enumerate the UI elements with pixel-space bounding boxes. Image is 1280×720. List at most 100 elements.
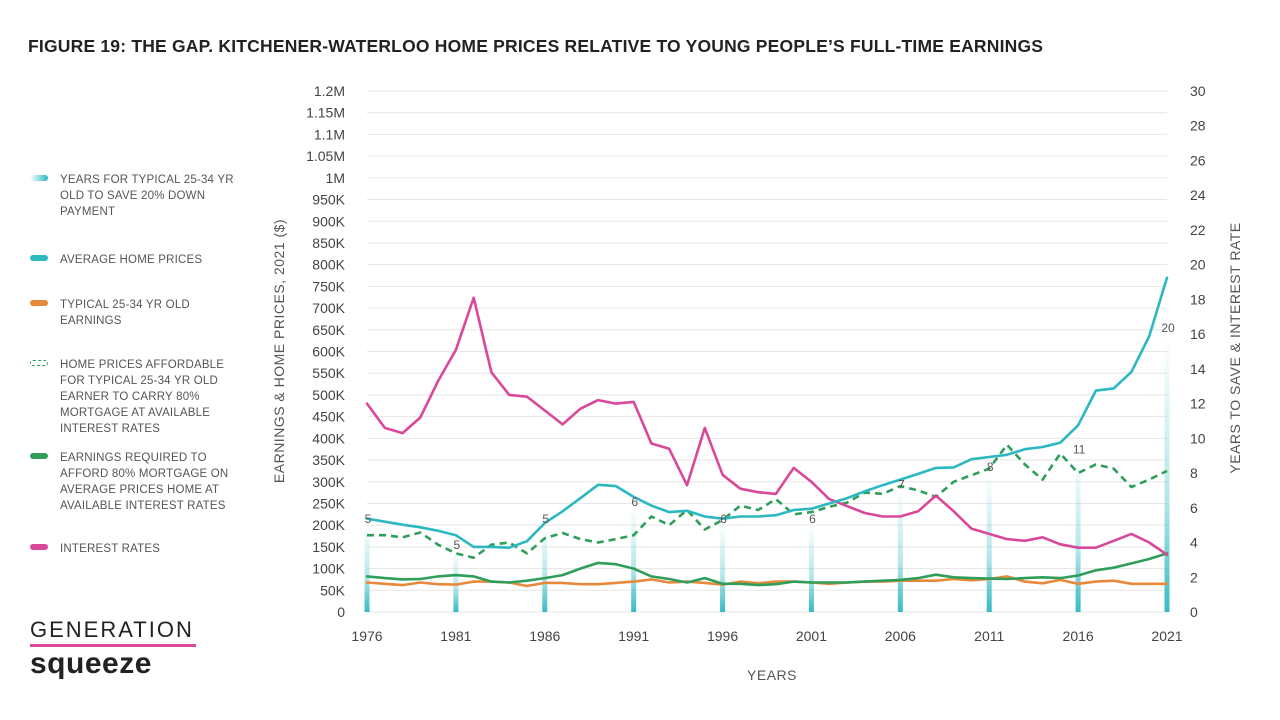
y-tick-label: 150K: [312, 539, 345, 555]
y-axis-right-title: YEARS TO SAVE & INTEREST RATE: [1227, 222, 1243, 473]
y-tick-label: 350K: [312, 452, 345, 468]
y2-tick-label: 24: [1190, 187, 1206, 203]
years-bar: [1075, 455, 1081, 612]
x-tick-label: 1981: [440, 628, 471, 644]
x-tick-label: 1976: [351, 628, 382, 644]
series-line-avg-home-prices: [365, 276, 1169, 549]
gridlines: [367, 90, 1167, 613]
chart-title: FIGURE 19: THE GAP. KITCHENER-WATERLOO H…: [28, 36, 1044, 56]
y-tick-label: 100K: [312, 561, 345, 577]
years-bar-label: 7: [898, 477, 905, 491]
y-tick-label: 700K: [312, 300, 345, 316]
y-tick-label: 850K: [312, 235, 345, 251]
legend-swatch-avg-home-prices: [30, 255, 48, 261]
legend-swatch-required: [30, 453, 48, 459]
x-tick-label: 1991: [618, 628, 649, 644]
years-bar: [453, 551, 459, 612]
legend-swatch-years: [30, 175, 48, 181]
bar-labels: 5 5 5 6 6 6 7 8 11 20: [365, 321, 1175, 552]
y2-tick-label: 28: [1190, 118, 1206, 134]
series-line-interest: [365, 296, 1169, 556]
years-bar: [808, 525, 814, 612]
years-bar: [720, 525, 726, 612]
y-axis-left-title: EARNINGS & HOME PRICES, 2021 ($): [271, 219, 287, 483]
y-tick-label: 800K: [312, 257, 345, 273]
y2-tick-label: 4: [1190, 535, 1198, 551]
y2-tick-label: 16: [1190, 326, 1206, 342]
legend-label-earnings: TYPICAL 25-34 YR OLD EARNINGS: [60, 299, 190, 327]
years-bar-label: 6: [720, 512, 727, 526]
y2-tick-label: 6: [1190, 500, 1198, 516]
legend-label-interest: INTEREST RATES: [60, 543, 161, 555]
y-tick-label: 1.1M: [314, 126, 345, 142]
y-tick-label: 550K: [312, 365, 345, 381]
y2-tick-label: 10: [1190, 430, 1206, 446]
years-bar-label: 20: [1161, 321, 1175, 335]
series-line-required: [365, 552, 1169, 587]
x-axis-title: YEARS: [747, 667, 797, 683]
years-bar-label: 11: [1073, 443, 1086, 457]
years-bar-label: 6: [809, 512, 816, 526]
years-bar-label: 6: [631, 495, 638, 509]
y2-tick-label: 30: [1190, 83, 1206, 99]
y-tick-label: 650K: [312, 322, 345, 338]
y2-tick-label: 0: [1190, 604, 1198, 620]
y-tick-label: 250K: [312, 495, 345, 511]
brand-logo: GENERATION squeeze: [30, 618, 230, 681]
y2-tick-label: 22: [1190, 222, 1206, 238]
legend-label-affordable: HOME PRICES AFFORDABLE FOR TYPICAL 25-34…: [60, 359, 225, 435]
legend-swatch-earnings: [30, 300, 48, 306]
y-tick-label: 300K: [312, 474, 345, 490]
y-tick-label: 0: [337, 604, 345, 620]
years-bar: [986, 473, 992, 612]
legend-swatch-interest: [30, 544, 48, 550]
x-tick-label: 2016: [1063, 628, 1094, 644]
x-tick-label: 2011: [974, 628, 1004, 644]
y2-tick-label: 18: [1190, 291, 1206, 307]
years-bar-label: 8: [987, 460, 994, 474]
x-tick-label: 2006: [885, 628, 916, 644]
y-tick-label: 1.2M: [314, 83, 345, 99]
years-bar-label: 5: [365, 512, 372, 526]
y-tick-label: 1.05M: [306, 148, 345, 164]
x-tick-label: 2021: [1151, 628, 1182, 644]
legend-label-required: EARNINGS REQUIRED TO AFFORD 80% MORTGAGE…: [60, 452, 229, 512]
y-tick-label: 600K: [312, 344, 345, 360]
series-line-affordable: [367, 443, 1168, 559]
y-axis-left: 0 50K 100K 150K 200K 250K 300K 350K 400K 450K 500K…: [306, 83, 346, 620]
y-tick-label: 900K: [312, 213, 345, 229]
y-tick-label: 500K: [312, 387, 345, 403]
legend-label-avg-home-prices: AVERAGE HOME PRICES: [60, 254, 203, 266]
legend-swatch-affordable: [30, 360, 48, 366]
y2-tick-label: 20: [1190, 257, 1206, 273]
y-tick-label: 950K: [312, 192, 345, 208]
years-bar: [1164, 334, 1170, 612]
y2-tick-label: 26: [1190, 152, 1206, 168]
y-tick-label: 200K: [312, 517, 345, 533]
y2-tick-label: 12: [1190, 396, 1206, 412]
legend-label-years: YEARS FOR TYPICAL 25-34 YR OLD TO SAVE 2…: [60, 174, 234, 218]
years-bar-label: 5: [542, 512, 549, 526]
brand-line1: GENERATION: [30, 617, 194, 642]
y-tick-label: 50K: [320, 582, 346, 598]
y2-tick-label: 2: [1190, 569, 1198, 585]
years-bar: [631, 507, 637, 612]
brand-line2: squeeze: [30, 647, 152, 680]
series-lines: [365, 276, 1169, 588]
years-bar: [542, 525, 548, 612]
y2-tick-label: 8: [1190, 465, 1198, 481]
x-tick-label: 2001: [796, 628, 827, 644]
y-tick-label: 1M: [326, 170, 345, 186]
y2-tick-label: 14: [1190, 361, 1206, 377]
x-tick-label: 1986: [529, 628, 560, 644]
years-bar: [897, 490, 903, 612]
years-bar-label: 5: [454, 538, 461, 552]
y-tick-label: 400K: [312, 430, 345, 446]
years-to-save-bars: [364, 334, 1170, 612]
brand-rule: [30, 644, 196, 647]
x-tick-label: 1996: [707, 628, 738, 644]
y-tick-label: 1.15M: [306, 105, 345, 121]
years-bar: [364, 525, 370, 612]
